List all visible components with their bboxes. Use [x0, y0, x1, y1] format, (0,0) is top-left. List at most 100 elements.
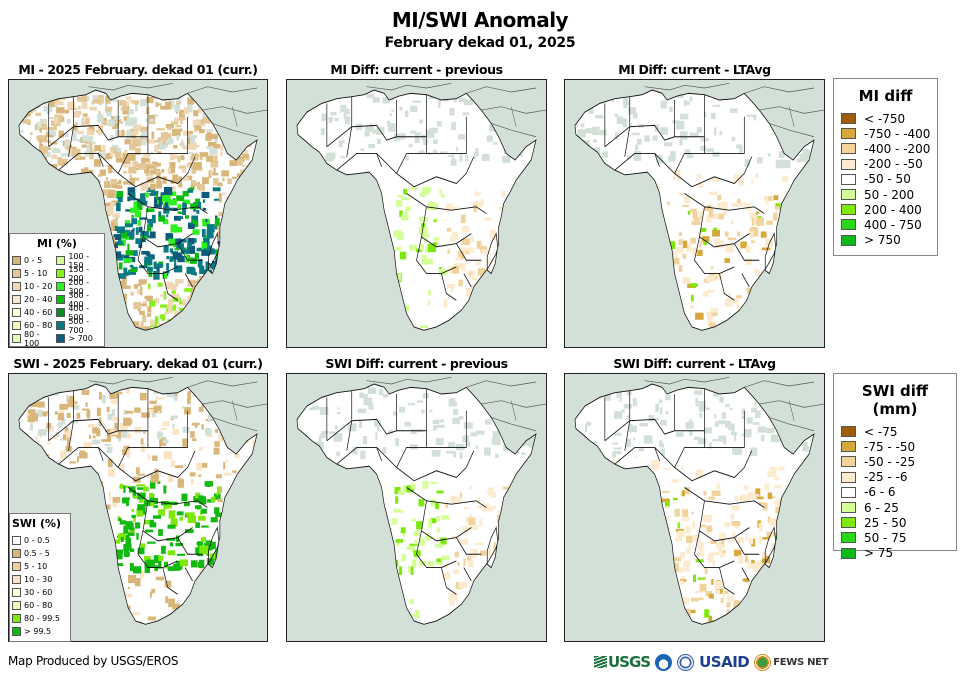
raster-cell	[392, 411, 397, 416]
raster-cell	[127, 532, 135, 536]
raster-cell	[172, 423, 175, 429]
raster-cell	[697, 542, 704, 551]
raster-cell	[601, 151, 609, 158]
raster-cell	[727, 539, 733, 543]
raster-cell	[124, 293, 127, 299]
raster-cell	[164, 580, 172, 588]
raster-cell	[50, 194, 55, 203]
raster-cell	[221, 318, 227, 325]
raster-cell	[388, 249, 396, 254]
raster-cell	[620, 623, 629, 625]
raster-cell	[245, 514, 251, 519]
raster-cell	[715, 589, 721, 594]
raster-cell	[189, 472, 196, 477]
raster-cell	[98, 174, 102, 177]
raster-cell	[723, 621, 730, 625]
legend-swi-percent-title: SWI (%)	[12, 517, 62, 530]
raster-cell	[237, 102, 247, 106]
raster-cell	[606, 243, 615, 248]
raster-cell	[773, 121, 779, 126]
raster-cell	[173, 238, 182, 245]
country-border	[137, 530, 178, 595]
raster-cell	[222, 192, 225, 196]
raster-cell	[233, 221, 243, 230]
legend-item: -50 - 50	[841, 172, 937, 187]
raster-cell	[634, 526, 639, 534]
raster-cell	[626, 542, 635, 545]
raster-cell	[116, 430, 121, 439]
raster-cell	[599, 129, 607, 136]
raster-cell	[412, 559, 417, 568]
raster-cell	[123, 181, 130, 185]
raster-cell	[428, 290, 431, 296]
raster-cell	[744, 429, 752, 438]
raster-cell	[228, 327, 232, 331]
raster-cell	[775, 159, 785, 169]
raster-cell	[215, 215, 218, 219]
raster-cell	[488, 547, 492, 555]
raster-cell	[183, 130, 191, 136]
raster-cell	[68, 484, 71, 492]
raster-cell	[672, 120, 680, 124]
raster-cell	[140, 193, 145, 200]
raster-cell	[247, 270, 251, 274]
raster-cell	[116, 202, 121, 212]
raster-cell	[635, 614, 640, 618]
raster-cell	[481, 249, 490, 255]
raster-cell	[78, 208, 81, 211]
raster-cell	[364, 509, 372, 514]
raster-cell	[531, 291, 537, 299]
raster-cell	[745, 485, 749, 491]
raster-cell	[776, 396, 780, 400]
raster-cell	[363, 239, 369, 248]
raster-cell	[606, 246, 614, 255]
raster-cell	[92, 439, 101, 445]
raster-cell	[164, 202, 169, 210]
raster-cell	[359, 392, 364, 399]
raster-cell	[167, 305, 173, 314]
raster-cell	[609, 545, 617, 549]
legend-label: 300 - 400	[68, 290, 90, 309]
raster-cell	[190, 203, 199, 210]
raster-cell	[419, 325, 429, 328]
raster-cell	[306, 539, 315, 544]
raster-cell	[147, 266, 153, 272]
raster-cell	[153, 390, 158, 395]
raster-cell	[414, 132, 422, 135]
raster-cell	[694, 390, 703, 395]
legend-item: -75 - -50	[841, 439, 956, 454]
raster-cell	[664, 506, 669, 510]
raster-cell	[453, 408, 459, 416]
raster-cell	[462, 435, 469, 443]
raster-cell	[170, 518, 178, 527]
raster-cell	[645, 534, 654, 541]
raster-cell	[492, 431, 500, 440]
raster-cell	[781, 603, 790, 611]
raster-cell	[171, 283, 177, 291]
raster-cell	[71, 593, 80, 601]
raster-cell	[626, 438, 632, 447]
raster-cell	[414, 134, 420, 143]
raster-cell	[135, 103, 138, 112]
raster-cell	[635, 244, 642, 249]
raster-cell	[367, 614, 372, 622]
raster-cell	[153, 505, 159, 508]
raster-cell	[155, 102, 158, 107]
raster-cell	[81, 101, 88, 109]
raster-cell	[398, 566, 403, 575]
raster-cell	[325, 153, 335, 162]
raster-cell	[708, 208, 714, 218]
raster-cell	[126, 113, 130, 122]
raster-cell	[240, 205, 244, 210]
raster-cell	[654, 417, 659, 421]
raster-cell	[789, 443, 792, 449]
raster-cell	[622, 621, 629, 625]
raster-cell	[746, 114, 755, 117]
raster-cell	[202, 395, 210, 399]
raster-cell	[662, 530, 666, 534]
raster-cell	[194, 272, 197, 276]
raster-cell	[780, 576, 786, 584]
raster-cell	[217, 182, 223, 187]
raster-cell	[511, 270, 521, 278]
raster-cell	[580, 562, 589, 569]
